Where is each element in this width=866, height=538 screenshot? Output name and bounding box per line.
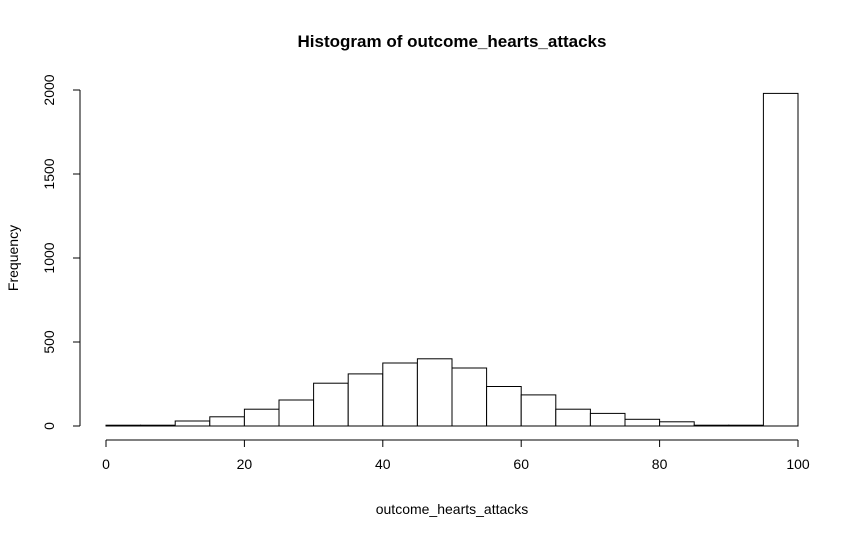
histogram-bar [555,408,591,427]
histogram-bar [728,424,764,427]
histogram-bar [174,420,211,427]
histogram-bar [624,418,661,427]
x-tick-label: 60 [513,456,529,472]
histogram-bar [486,386,522,427]
x-tick-label: 100 [786,456,810,472]
y-axis: 0 500 1000 1500 2000 [41,74,81,430]
histogram-bar [451,367,488,427]
histogram-bar [313,382,349,427]
y-tick-label: 2000 [41,74,57,105]
histogram-bar [382,362,418,427]
histogram-bar [762,92,799,427]
y-tick-label: 1000 [41,242,57,273]
histogram-bar [659,421,695,427]
y-axis-label: Frequency [5,225,21,291]
y-tick-label: 0 [41,422,57,430]
y-tick-label: 500 [41,330,57,354]
histogram-bar [209,416,245,427]
histogram-bar [347,373,384,427]
histogram-bar [520,394,557,427]
histogram-bar [105,424,142,427]
x-tick-label: 40 [375,456,391,472]
histogram-bar [693,424,730,427]
histogram-bar [416,358,453,427]
histogram-bar [243,408,280,427]
histogram-bar [589,412,626,427]
x-tick-label: 0 [102,456,110,472]
histogram-bar [278,399,315,427]
x-tick-label: 80 [652,456,668,472]
x-tick-label: 20 [237,456,253,472]
chart-title: Histogram of outcome_hearts_attacks [298,32,607,51]
y-tick-label: 1500 [41,158,57,189]
bars-group [105,92,799,427]
x-axis-label: outcome_hearts_attacks [376,501,529,517]
histogram-bar [140,424,176,427]
x-axis: 0 20 40 60 80 100 [102,439,810,472]
